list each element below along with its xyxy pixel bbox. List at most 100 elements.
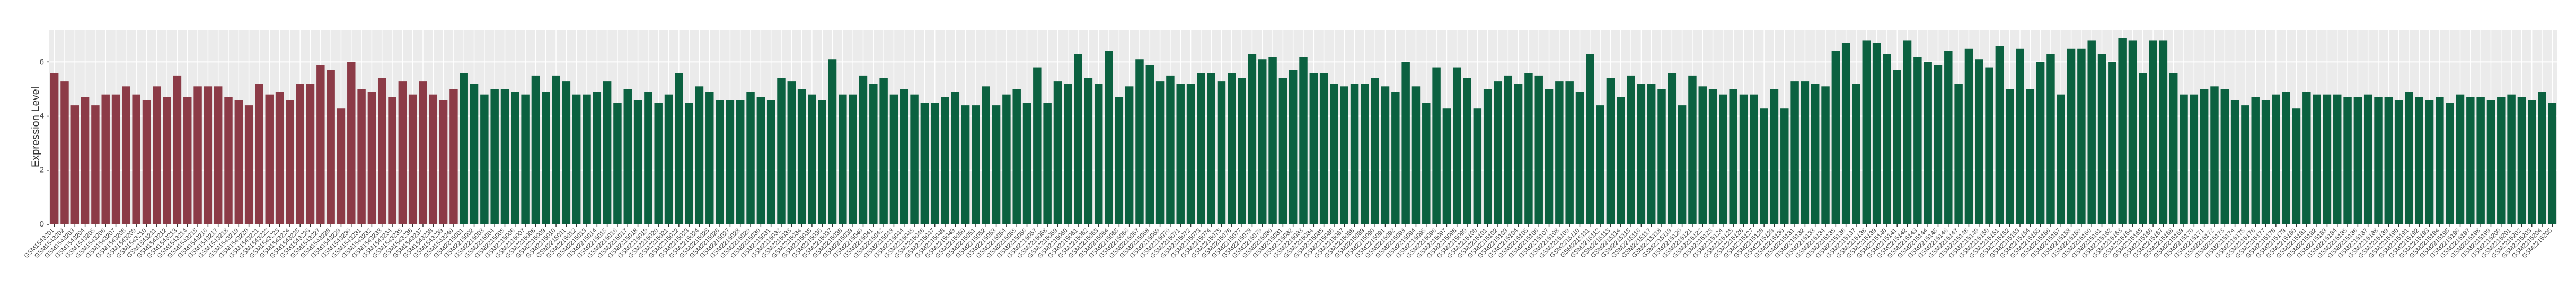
bar — [1145, 65, 1154, 224]
bar — [2538, 92, 2546, 224]
bar — [1668, 73, 1677, 224]
bar — [2497, 97, 2506, 224]
bar — [2067, 48, 2076, 225]
bar — [972, 105, 980, 224]
bar — [869, 84, 878, 224]
bar — [1719, 94, 1727, 224]
bar — [1985, 67, 1993, 225]
bar — [70, 105, 80, 224]
bar — [2241, 105, 2249, 224]
bar — [1698, 86, 1707, 225]
bar — [1166, 75, 1175, 224]
bar — [1944, 51, 1953, 224]
bar — [2026, 89, 2035, 224]
bar — [347, 62, 356, 224]
bar — [1207, 73, 1215, 224]
bar — [408, 94, 417, 224]
bar — [716, 100, 724, 224]
bar — [2384, 97, 2393, 224]
bar — [1135, 59, 1144, 224]
bar — [797, 89, 806, 224]
bar — [2097, 54, 2106, 224]
bar — [1811, 84, 1820, 224]
bar — [2169, 73, 2178, 224]
y-tick-label: 6 — [40, 57, 44, 66]
bar — [2036, 62, 2045, 224]
bar — [419, 81, 427, 224]
bar — [1473, 108, 1482, 224]
bar — [2476, 97, 2485, 224]
y-tick-label: 2 — [40, 166, 44, 175]
bar — [2261, 100, 2270, 224]
bar — [920, 103, 929, 224]
bar — [828, 59, 837, 224]
bar — [705, 92, 714, 224]
bar — [1637, 84, 1646, 224]
bar — [316, 65, 325, 224]
bar — [2313, 94, 2321, 224]
bar — [879, 78, 888, 224]
bar — [2230, 100, 2239, 224]
bar — [2323, 94, 2332, 224]
bar — [2139, 73, 2147, 224]
bar — [439, 100, 448, 224]
bar — [214, 86, 223, 225]
bar — [2436, 97, 2444, 224]
y-tick-label: 4 — [40, 112, 44, 121]
bar — [2057, 94, 2065, 224]
bar — [1319, 73, 1328, 224]
bar — [1575, 92, 1584, 224]
bar — [695, 86, 704, 225]
bar — [183, 97, 192, 224]
bar — [1678, 105, 1687, 224]
bar — [460, 73, 468, 224]
bar — [1309, 73, 1318, 224]
bar — [1002, 94, 1011, 224]
bar — [1790, 81, 1799, 224]
bar — [2548, 103, 2557, 224]
bar — [173, 75, 182, 224]
bar — [889, 94, 898, 224]
bar — [1442, 108, 1451, 224]
bar — [2343, 97, 2352, 224]
bar — [839, 94, 847, 224]
bar — [244, 105, 253, 224]
bar — [1411, 86, 1421, 225]
bar — [2415, 97, 2423, 224]
bar — [664, 94, 673, 224]
bar — [2251, 97, 2260, 224]
bar — [2272, 94, 2280, 224]
bar — [777, 78, 786, 224]
bar — [50, 73, 59, 224]
bar — [81, 97, 90, 224]
bar — [1862, 40, 1871, 224]
bar — [1197, 73, 1205, 224]
bar — [1739, 94, 1748, 224]
bar — [644, 92, 652, 224]
bar — [1831, 51, 1840, 224]
bar — [388, 97, 396, 224]
bar — [337, 108, 346, 224]
bar — [1821, 86, 1830, 225]
bar — [1401, 62, 1410, 224]
bar — [2087, 40, 2096, 224]
bar — [756, 97, 765, 224]
bar — [531, 75, 540, 224]
bar — [2486, 100, 2495, 224]
bar — [1053, 81, 1062, 224]
bar — [367, 92, 376, 224]
bar — [941, 97, 949, 224]
bar — [849, 94, 857, 224]
bar — [1452, 67, 1461, 225]
bar — [1913, 57, 1922, 224]
bar — [511, 92, 519, 224]
bar — [1248, 54, 1257, 224]
bar — [327, 70, 335, 224]
bar — [736, 100, 745, 224]
bar — [593, 92, 602, 224]
bar — [1841, 43, 1850, 225]
bar — [961, 105, 970, 224]
bar — [1586, 54, 1594, 224]
bar — [746, 92, 755, 224]
bar — [1504, 75, 1513, 224]
